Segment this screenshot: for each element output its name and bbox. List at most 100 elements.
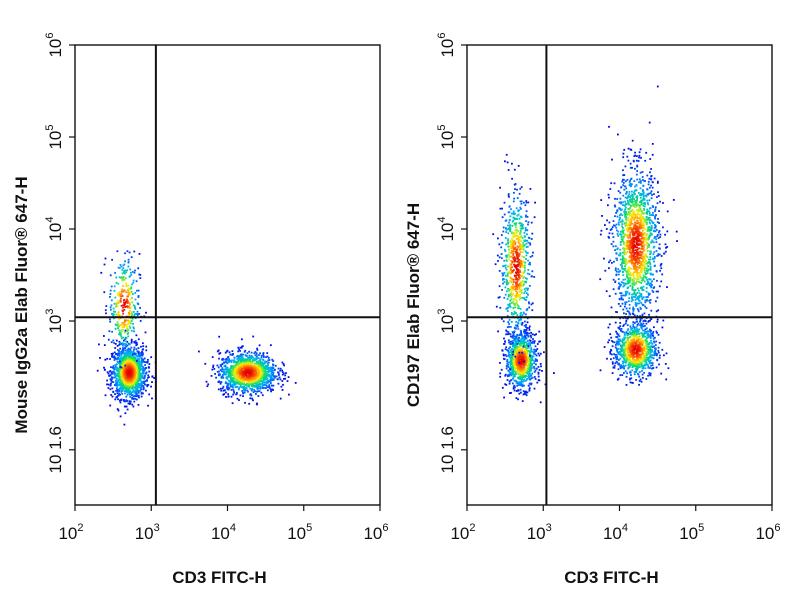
event-dot (517, 259, 520, 261)
event-dot (119, 360, 121, 363)
event-dot (525, 215, 527, 218)
event-dot (267, 357, 270, 359)
event-dot (231, 374, 234, 376)
event-dot (622, 182, 625, 184)
event-dot (146, 384, 149, 386)
event-dot (104, 257, 107, 260)
event-dot (232, 388, 235, 391)
event-dot (136, 370, 139, 373)
event-dot (147, 359, 149, 361)
event-dot (619, 285, 621, 288)
event-dot (242, 388, 245, 391)
event-dot (513, 310, 516, 313)
event-dot (511, 301, 513, 304)
event-dot (117, 368, 119, 370)
event-dot (258, 369, 260, 372)
event-dot (519, 233, 521, 236)
event-dot (119, 382, 122, 385)
event-dot (505, 355, 508, 358)
event-dot (507, 295, 510, 298)
event-dot (135, 377, 138, 380)
event-dot (115, 389, 117, 392)
event-dot (519, 259, 522, 262)
event-dot (125, 337, 128, 339)
event-dot (509, 364, 512, 367)
event-dot (517, 317, 519, 320)
event-dot (121, 344, 124, 346)
event-dot (234, 381, 236, 383)
event-dot (500, 234, 503, 236)
event-dot (520, 334, 523, 337)
event-dot (122, 264, 125, 267)
event-dot (507, 321, 510, 323)
event-dot (129, 309, 131, 312)
event-dot (143, 360, 145, 363)
event-dot (516, 292, 518, 295)
event-dot (636, 165, 639, 168)
event-dot (654, 216, 656, 219)
event-dot (600, 229, 603, 232)
event-dot (528, 263, 530, 266)
event-dot (227, 379, 230, 382)
event-dot (118, 267, 121, 269)
event-dot (521, 227, 523, 230)
event-dot (510, 247, 512, 250)
event-dot (502, 273, 505, 275)
event-dot (116, 300, 119, 302)
event-dot (261, 383, 264, 385)
event-dot (123, 299, 125, 302)
event-dot (515, 312, 517, 314)
event-dot (236, 363, 239, 366)
event-dot (123, 339, 125, 342)
event-dot (611, 158, 613, 161)
event-dot (508, 294, 510, 296)
event-dot (520, 222, 523, 225)
event-dot (218, 335, 221, 338)
event-dot (512, 260, 514, 263)
event-dot (536, 343, 539, 345)
event-dot (249, 360, 251, 363)
event-dot (529, 351, 531, 354)
event-dot (499, 362, 501, 364)
event-dot (659, 200, 661, 203)
event-dot (647, 183, 650, 186)
event-dot (529, 242, 532, 245)
event-dot (113, 302, 116, 305)
event-dot (232, 381, 235, 384)
event-dot (516, 339, 519, 342)
event-dot (639, 148, 642, 151)
event-dot (248, 402, 251, 405)
population-2 (98, 250, 147, 369)
event-dot (535, 350, 538, 352)
event-dot (117, 361, 120, 363)
event-dot (527, 269, 530, 271)
event-dot (121, 349, 124, 352)
event-dot (621, 180, 624, 183)
y-tick-label: 106 (44, 32, 65, 57)
event-dot (223, 361, 226, 364)
event-dot (132, 353, 134, 356)
event-dot (511, 382, 514, 385)
event-dot (222, 389, 225, 392)
event-dot (615, 273, 618, 276)
event-dot (131, 271, 134, 273)
event-dot (498, 270, 501, 272)
event-dot (533, 362, 535, 365)
event-dot (519, 245, 522, 247)
event-dot (121, 269, 124, 271)
event-dot (244, 389, 247, 392)
event-dot (506, 360, 508, 363)
event-dot (272, 373, 274, 376)
event-dot (518, 263, 520, 266)
event-dot (631, 166, 633, 169)
event-dot (607, 204, 609, 207)
event-dot (220, 389, 223, 392)
event-dot (509, 346, 511, 349)
event-dot (612, 224, 615, 227)
event-dot (140, 395, 143, 398)
event-dot (121, 387, 123, 390)
event-dot (521, 237, 524, 239)
event-dot (531, 309, 534, 312)
event-dot (239, 346, 242, 349)
event-dot (504, 354, 507, 356)
